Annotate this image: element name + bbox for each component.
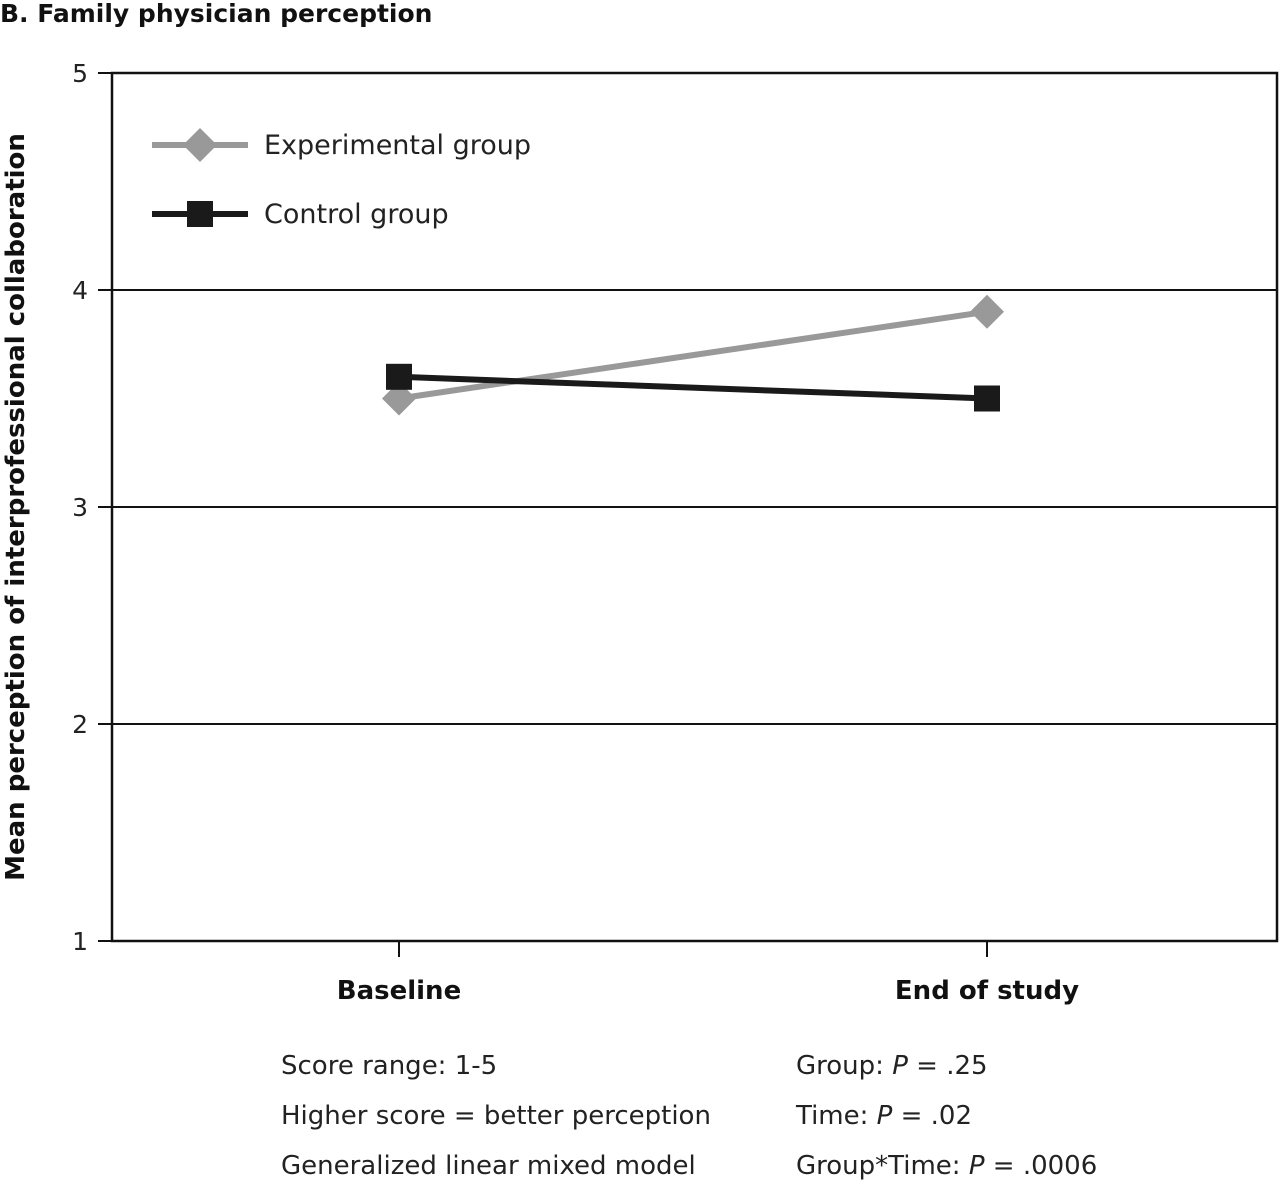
y-axis-ticks: 1 2 3 4 5 — [72, 59, 112, 956]
y-tick-label-2: 2 — [72, 710, 88, 739]
notes-right: Group: P = .25 Time: P = .02 Group*Time:… — [796, 1041, 1097, 1191]
note-model: Generalized linear mixed model — [281, 1151, 696, 1181]
legend-label-1: Control group — [264, 199, 449, 230]
gridlines — [112, 289, 1277, 725]
x-axis-ticks: Baseline End of study — [337, 941, 1079, 1006]
note-score-range: Score range: 1-5 — [281, 1051, 498, 1081]
series-0 — [382, 294, 1004, 416]
data-point-1-0 — [386, 363, 412, 390]
series-layer — [382, 294, 1004, 416]
series-1 — [386, 363, 1000, 412]
note-group-p: Group: P = .25 — [796, 1051, 988, 1081]
note-higher-score: Higher score = better perception — [281, 1101, 711, 1131]
series-line-0 — [398, 308, 988, 402]
legend-entry-0: Experimental group — [152, 128, 531, 162]
y-tick-label-3: 3 — [72, 493, 88, 522]
note-interaction-p: Group*Time: P = .0006 — [796, 1151, 1098, 1181]
data-point-0-0 — [382, 381, 416, 416]
y-tick-label-5: 5 — [72, 59, 88, 88]
series-line-1 — [398, 373, 988, 402]
y-tick-label-4: 4 — [72, 276, 88, 305]
legend-entry-1: Control group — [152, 199, 449, 230]
y-axis-label: Mean perception of interprofessional col… — [1, 133, 31, 881]
x-category-label-0: Baseline — [337, 976, 461, 1006]
x-category-label-1: End of study — [895, 976, 1079, 1006]
chart-title: B. Family physician perception — [0, 0, 432, 28]
y-tick-label-1: 1 — [72, 927, 88, 956]
legend-marker-0 — [183, 128, 217, 162]
note-time-p: Time: P = .02 — [796, 1101, 973, 1131]
legend-marker-1 — [187, 201, 213, 227]
data-point-0-1 — [970, 294, 1004, 329]
legend-label-0: Experimental group — [264, 130, 531, 161]
data-point-1-1 — [974, 385, 1000, 412]
legend: Experimental group Control group — [152, 128, 531, 230]
notes-left: Score range: 1-5 Higher score = better p… — [281, 1041, 711, 1191]
